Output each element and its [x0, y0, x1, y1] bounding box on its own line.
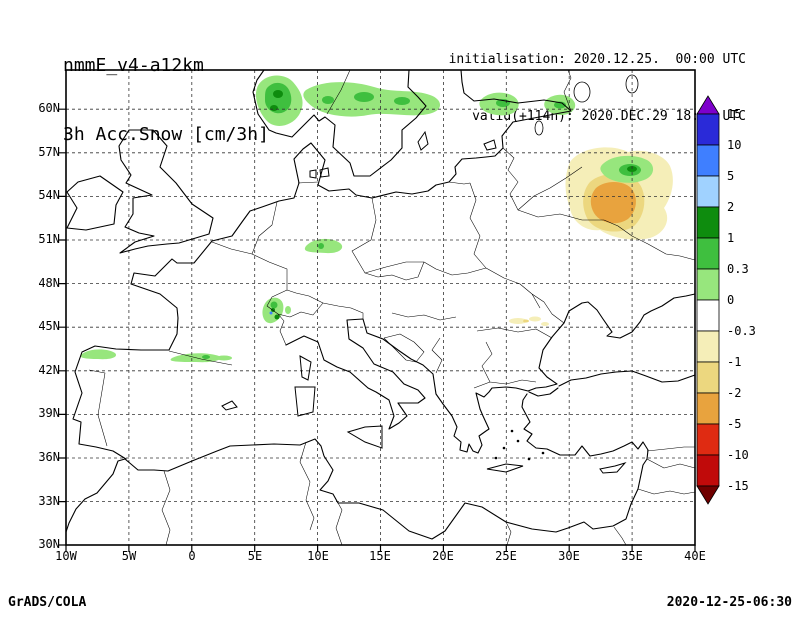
lat-tick-label: 51N — [38, 232, 60, 246]
snow-spot — [285, 306, 291, 314]
snow-spot — [273, 90, 283, 98]
colorbar-segment — [696, 361, 720, 394]
aegean-islands — [494, 429, 545, 461]
lon-tick-label: 35E — [621, 549, 643, 563]
colorbar-segment — [696, 299, 720, 332]
coastline-path — [285, 293, 696, 454]
lat-tick-label: 45N — [38, 319, 60, 333]
colorbar-segment — [696, 144, 720, 177]
lat-tick-label: 39N — [38, 406, 60, 420]
lon-tick-label: 15E — [369, 549, 391, 563]
lat-tick-label: 57N — [38, 145, 60, 159]
snow-spot — [202, 355, 210, 359]
graticule — [66, 70, 695, 545]
coastline-path — [72, 69, 572, 460]
lon-tick-label: 30E — [558, 549, 580, 563]
lon-tick-label: 40E — [684, 549, 706, 563]
snow-spot — [354, 92, 374, 102]
snow-spot — [274, 314, 280, 320]
snow-patch — [590, 182, 636, 224]
colorbar-label: -2 — [727, 386, 742, 400]
coastline-path — [528, 387, 559, 397]
lake-ladoga — [573, 81, 591, 103]
islands-path — [221, 130, 627, 474]
lat-tick-label: 48N — [38, 276, 60, 290]
snow-shading-layer — [80, 75, 673, 363]
colorbar-label: -5 — [727, 417, 742, 431]
coastline-path — [558, 370, 696, 387]
lat-tick-label: 42N — [38, 363, 60, 377]
colorbar-label: -15 — [727, 479, 749, 493]
snow-patch — [80, 349, 117, 360]
colorbar-segment — [696, 392, 720, 425]
colorbar-label: -10 — [727, 448, 749, 462]
colorbar-label: 15 — [727, 107, 742, 121]
grads-attribution: GrADS/COLA — [8, 595, 87, 610]
colorbar-segment — [696, 206, 720, 239]
snow-spot — [523, 319, 529, 323]
lake-onega — [625, 74, 639, 94]
snow-spot — [529, 316, 541, 322]
colorbar-segment — [696, 423, 720, 456]
lat-tick-label: 33N — [38, 494, 60, 508]
colorbar-segment — [696, 175, 720, 208]
colorbar-label: -0.3 — [727, 324, 756, 338]
lat-tick-label: 54N — [38, 188, 60, 202]
creation-timestamp: 2020-12-25-06:30 — [666, 595, 792, 610]
coastline-path — [118, 129, 214, 254]
colorbar-segment — [696, 268, 720, 301]
coastline-path — [65, 393, 649, 540]
lon-tick-label: 0 — [188, 549, 196, 563]
coastlines — [65, 69, 696, 540]
lon-tick-label: 20E — [432, 549, 454, 563]
lon-tick-label: 5W — [121, 549, 137, 563]
snow-spot — [270, 301, 278, 309]
country-borders — [88, 69, 696, 546]
colorbar-segment — [696, 330, 720, 363]
snow-spot — [541, 322, 549, 326]
colorbar-segment — [696, 237, 720, 270]
colorbar-label: 0.3 — [727, 262, 749, 276]
lat-tick-label: 36N — [38, 450, 60, 464]
lon-tick-label: 5E — [247, 549, 263, 563]
colorbar — [696, 95, 720, 505]
coastline-path — [66, 175, 124, 231]
variable-name: 3h Acc.Snow [cm/3h] — [63, 124, 269, 145]
lat-tick-label: 60N — [38, 101, 60, 115]
lat-tick-label: 30N — [38, 537, 60, 551]
lon-tick-label: 10E — [307, 549, 329, 563]
map-frame — [65, 69, 696, 546]
colorbar-label: 0 — [727, 293, 735, 307]
snow-spot — [216, 355, 232, 361]
colorbar-label: -1 — [727, 355, 742, 369]
colorbar-label: 10 — [727, 138, 742, 152]
axis-ticks — [59, 108, 696, 552]
colorbar-arrow-top — [696, 95, 720, 115]
colorbar-label: 1 — [727, 231, 735, 245]
europe-map — [59, 69, 696, 552]
snow-spot — [269, 311, 273, 315]
snow-spot — [509, 318, 527, 324]
colorbar-label: 2 — [727, 200, 735, 214]
init-time: initialisation: 2020.12.25. 00:00 UTC — [448, 52, 746, 67]
lake-peipus — [534, 120, 544, 136]
colorbar-segment — [696, 113, 720, 146]
lon-tick-label: 10W — [55, 549, 77, 563]
colorbar-label: 5 — [727, 169, 735, 183]
colorbar-segment — [696, 454, 720, 487]
coastline-path — [252, 69, 427, 177]
snow-spot — [322, 96, 334, 104]
snow-spot — [318, 243, 324, 249]
colorbar-arrow-bottom — [696, 485, 720, 505]
snow-spot — [270, 105, 278, 111]
snow-spot — [394, 97, 410, 105]
lon-tick-label: 25E — [495, 549, 517, 563]
